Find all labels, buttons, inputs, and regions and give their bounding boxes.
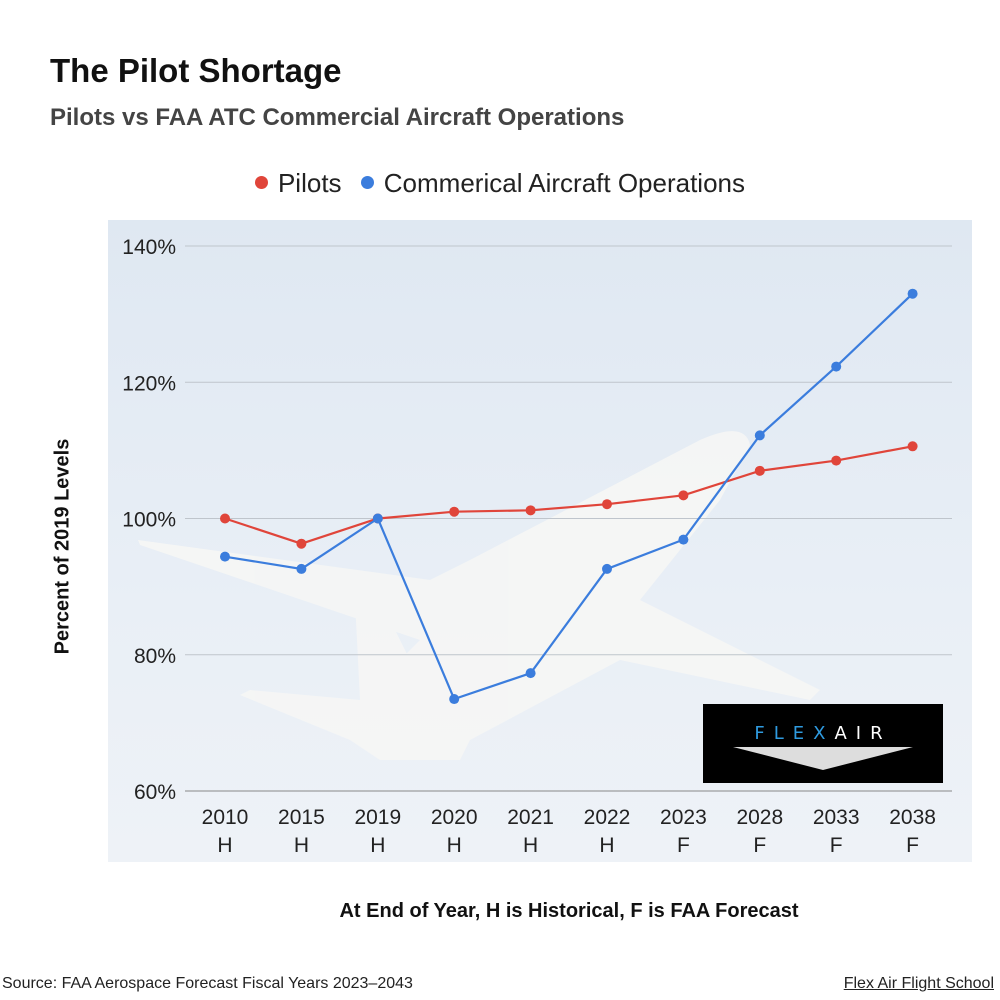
data-point — [602, 499, 612, 510]
data-point — [525, 505, 536, 516]
chart-title: The Pilot Shortage — [50, 52, 342, 89]
x-tick-label: 2023 — [660, 806, 707, 829]
source-note: Source: FAA Aerospace Forecast Fiscal Ye… — [2, 975, 413, 992]
data-point — [449, 694, 460, 705]
data-point — [220, 513, 230, 524]
x-tick-label: 2019 — [354, 806, 401, 829]
x-tick-sublabel: F — [753, 834, 766, 857]
x-tick-label: 2021 — [507, 806, 554, 829]
y-axis-label: Percent of 2019 Levels — [51, 438, 74, 655]
data-point — [525, 668, 536, 679]
data-point — [602, 563, 612, 574]
y-tick-label: 80% — [134, 645, 176, 668]
x-tick-sublabel: H — [294, 834, 309, 857]
y-tick-label: 140% — [122, 236, 176, 259]
y-tick-label: 60% — [134, 781, 176, 804]
x-tick-label: 2033 — [813, 806, 860, 829]
data-point — [449, 506, 460, 517]
brand-link[interactable]: Flex Air Flight School — [843, 975, 994, 992]
x-tick-sublabel: F — [830, 834, 843, 857]
data-point — [372, 513, 383, 524]
x-tick-sublabel: F — [906, 834, 919, 857]
legend-dot-icon — [254, 176, 268, 189]
legend-dot-icon — [360, 176, 374, 189]
flexair-logo: FLEXAIR — [703, 704, 943, 783]
data-point — [678, 534, 689, 545]
x-tick-sublabel: H — [599, 834, 614, 857]
x-tick-sublabel: H — [447, 834, 462, 857]
logo-text-air: AIR — [834, 723, 891, 744]
y-tick-label: 120% — [122, 372, 176, 395]
x-tick-sublabel: F — [677, 834, 690, 857]
x-tick-sublabel: H — [370, 834, 385, 857]
chart-subtitle: Pilots vs FAA ATC Commercial Aircraft Op… — [50, 104, 625, 131]
legend-item-operations: Commerical Aircraft Operations — [360, 168, 746, 198]
series-operations — [220, 288, 918, 705]
data-point — [296, 563, 307, 574]
data-point — [678, 490, 689, 501]
data-point — [831, 361, 842, 372]
legend-item-pilots: Pilots — [254, 168, 342, 198]
legend: Pilots Commerical Aircraft Operations — [0, 168, 1000, 199]
logo-chevron-icon — [733, 747, 913, 770]
data-point — [907, 441, 918, 452]
x-tick-sublabel: H — [217, 834, 232, 857]
airplane-image — [138, 431, 820, 760]
x-axis-label: At End of Year, H is Historical, F is FA… — [339, 900, 799, 922]
x-tick-label: 2010 — [202, 806, 249, 829]
data-point — [754, 465, 765, 476]
data-point — [296, 538, 307, 549]
x-tick-label: 2020 — [431, 806, 478, 829]
data-point — [907, 288, 918, 299]
legend-label: Commerical Aircraft Operations — [383, 168, 746, 198]
x-tick-label: 2015 — [278, 806, 325, 829]
x-tick-sublabel: H — [523, 834, 538, 857]
x-tick-label: 2022 — [584, 806, 631, 829]
logo-text-flex: FLEX — [754, 723, 834, 744]
svg-text:FLEXAIR: FLEXAIR — [754, 723, 891, 744]
series-line — [224, 292, 914, 701]
legend-label: Pilots — [277, 168, 342, 198]
data-point — [831, 455, 842, 466]
data-point — [754, 430, 765, 441]
y-tick-label: 100% — [122, 509, 176, 532]
x-tick-label: 2038 — [889, 806, 936, 829]
series-line — [224, 445, 913, 545]
data-point — [220, 551, 230, 562]
x-tick-label: 2028 — [736, 806, 783, 829]
